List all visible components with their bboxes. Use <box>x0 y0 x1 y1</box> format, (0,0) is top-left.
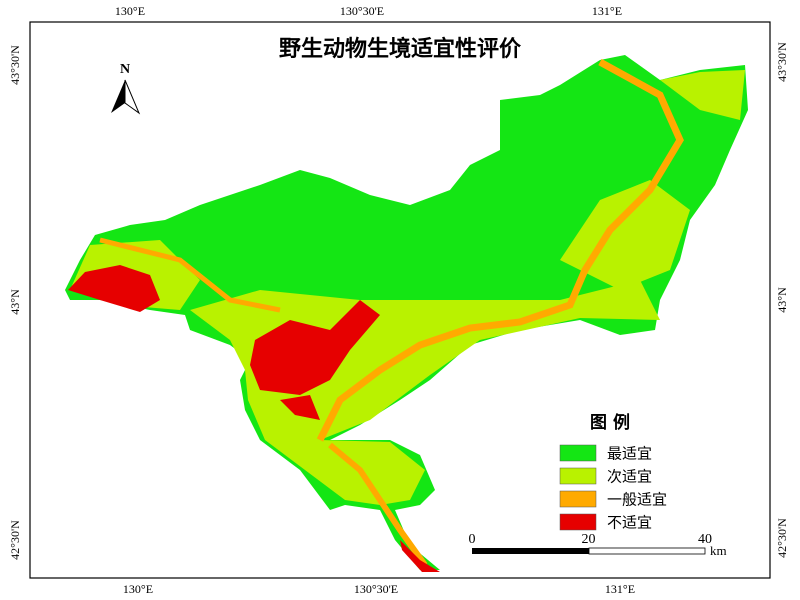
legend-label: 最适宜 <box>607 445 652 463</box>
legend-swatch <box>559 490 597 508</box>
region <box>660 70 745 120</box>
legend-label: 不适宜 <box>607 514 652 532</box>
scale-segment <box>588 547 706 555</box>
map-frame <box>29 21 771 579</box>
region <box>400 540 440 572</box>
habitat-map <box>65 55 748 572</box>
legend-label: 一般适宜 <box>607 491 667 509</box>
top-coord-label: 130°30'E <box>340 4 384 18</box>
region <box>68 265 160 312</box>
scale-unit: km <box>710 543 727 558</box>
right-coord-label: 42°30'N <box>775 518 789 558</box>
legend-swatch <box>559 467 597 485</box>
map-title: 野生动物生境适宜性评价 <box>279 36 522 62</box>
right-coord-label: 43°30'N <box>775 42 789 82</box>
north-label: N <box>120 62 130 77</box>
region <box>280 395 320 420</box>
top-coord-label: 131°E <box>592 4 622 18</box>
scale-label: 0 <box>469 532 476 547</box>
region <box>328 442 428 567</box>
left-coord-label: 43°N <box>8 289 22 315</box>
legend-title: 图 例 <box>590 412 630 433</box>
north-arrow: N <box>111 62 141 115</box>
bottom-coord-label: 130°30'E <box>354 582 398 596</box>
region <box>316 58 684 442</box>
legend-label: 次适宜 <box>607 468 652 486</box>
left-coord-label: 43°30'N <box>8 45 22 85</box>
bottom-coord-label: 130°E <box>123 582 153 596</box>
legend-swatch <box>559 444 597 462</box>
left-coord-label: 42°30'N <box>8 520 22 560</box>
region <box>250 300 380 395</box>
bottom-coord-label: 131°E <box>605 582 635 596</box>
top-coord-label: 130°E <box>115 4 145 18</box>
scale-label: 40 <box>698 532 712 547</box>
legend-swatch <box>559 513 597 531</box>
scale-label: 20 <box>582 532 596 547</box>
scale-segment <box>472 548 589 554</box>
arrow-half <box>124 79 141 115</box>
arrow-half <box>111 80 125 113</box>
right-coord-label: 43°N <box>775 287 789 313</box>
region <box>99 237 281 313</box>
